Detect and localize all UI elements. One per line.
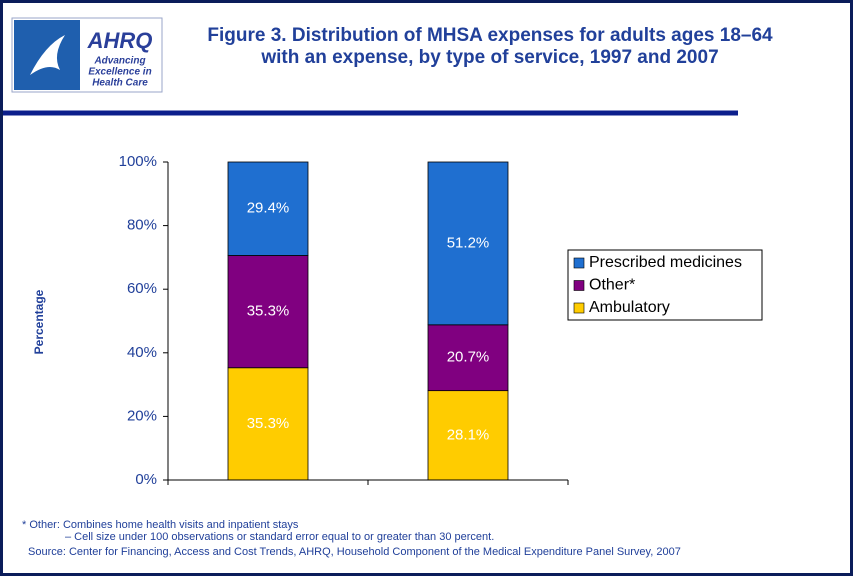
y-tick-label: 0% [135, 471, 157, 488]
legend-label: Prescribed medicines [589, 254, 742, 271]
legend-label: Ambulatory [589, 299, 670, 316]
legend-box [567, 249, 763, 321]
data-label: 35.3% [247, 303, 290, 320]
legend-swatch [573, 257, 585, 269]
y-tick-label: 40% [127, 344, 157, 361]
eagle [30, 35, 65, 75]
chart-title: with an expense, by type of service, 199… [260, 47, 718, 68]
data-label: 28.1% [447, 426, 490, 443]
data-label: 51.2% [447, 234, 490, 251]
y-tick-label: 60% [127, 280, 157, 297]
bar-segment [227, 161, 309, 256]
y-axis-label: Percentage [32, 289, 46, 354]
logo-text: Advancing [93, 56, 145, 67]
bar-segment [427, 161, 509, 326]
logo-text: Excellence in [88, 67, 151, 78]
source: Source: Center for Financing, Access and… [28, 546, 681, 558]
footnote: * Other: Combines home health visits and… [22, 519, 299, 531]
bar-segment [227, 367, 309, 481]
footnote: – Cell size under 100 observations or st… [65, 531, 494, 543]
data-label: 35.3% [247, 415, 290, 432]
legend-swatch [573, 302, 585, 314]
chart-title: Figure 3. Distribution of MHSA expenses … [207, 25, 773, 46]
y-tick-label: 100% [119, 153, 157, 170]
bar-segment [227, 255, 309, 369]
y-tick-label: 20% [127, 407, 157, 424]
bar-segment [427, 390, 509, 481]
data-label: 20.7% [447, 349, 490, 366]
logo-text: AHRQ [87, 28, 153, 53]
y-tick-label: 80% [127, 217, 157, 234]
bar-segment [427, 324, 509, 392]
legend-label: Other* [589, 277, 635, 294]
logo-text: Health Care [92, 78, 148, 89]
legend-swatch [573, 280, 585, 291]
data-label: 29.4% [247, 200, 290, 217]
